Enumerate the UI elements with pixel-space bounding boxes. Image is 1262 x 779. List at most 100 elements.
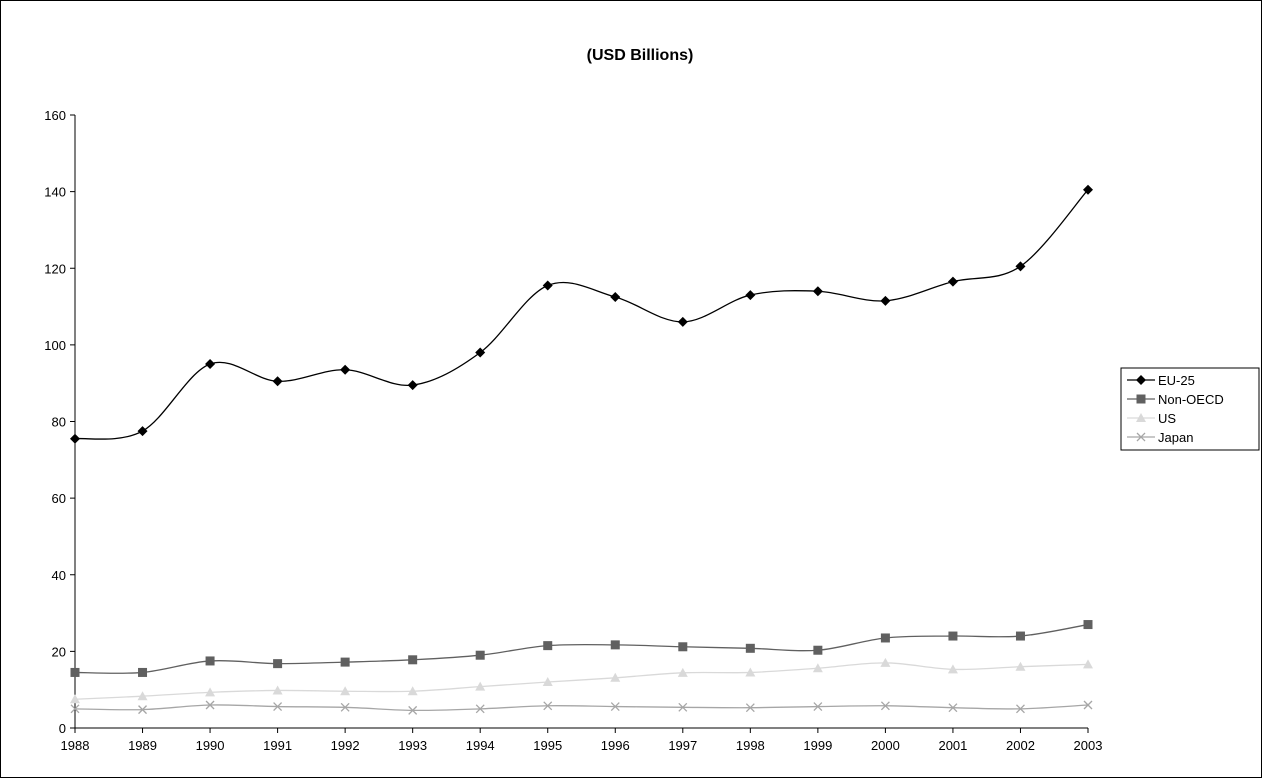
data-point-japan — [948, 703, 958, 713]
series-us — [70, 657, 1093, 704]
data-point-eu-25 — [880, 295, 891, 306]
marker-stroke — [70, 704, 80, 714]
x-tick-label: 2002 — [1006, 738, 1035, 753]
x-tick-label: 1996 — [601, 738, 630, 753]
data-point-japan — [138, 705, 147, 715]
data-point-non-oecd — [138, 667, 148, 677]
marker-stroke — [205, 700, 215, 710]
marker-stroke — [745, 703, 755, 713]
legend-swatch-marker — [1136, 394, 1146, 404]
x-tick-label: 1992 — [331, 738, 360, 753]
legend-label: Japan — [1158, 430, 1193, 445]
x-tick-label: 2003 — [1074, 738, 1103, 753]
marker-stroke — [678, 702, 688, 712]
x-tick-label: 1988 — [61, 738, 90, 753]
series-layer — [70, 184, 1093, 715]
data-point-eu-25 — [610, 291, 621, 302]
x-tick-label: 1991 — [263, 738, 292, 753]
data-point-non-oecd — [408, 655, 418, 665]
marker-stroke — [880, 701, 890, 711]
data-point-us — [542, 677, 553, 687]
x-tick-label: 1998 — [736, 738, 765, 753]
data-point-eu-25 — [542, 280, 553, 291]
x-tick-label: 2001 — [938, 738, 967, 753]
data-point-eu-25 — [205, 359, 216, 370]
legend-label: EU-25 — [1158, 373, 1195, 388]
data-point-japan — [678, 702, 688, 712]
data-point-non-oecd — [948, 631, 958, 641]
x-tick-label: 1995 — [533, 738, 562, 753]
marker-stroke — [138, 705, 147, 715]
data-point-us — [745, 667, 756, 677]
data-point-eu-25 — [475, 347, 486, 358]
legend-item-eu-25: EU-25 — [1127, 373, 1195, 388]
data-point-non-oecd — [205, 656, 215, 666]
data-point-non-oecd — [813, 645, 823, 655]
marker-stroke — [1136, 432, 1146, 442]
data-point-non-oecd — [1083, 620, 1093, 630]
x-tick-label: 1994 — [466, 738, 495, 753]
marker-stroke — [610, 702, 620, 712]
data-point-japan — [880, 701, 890, 711]
legend-item-non-oecd: Non-OECD — [1127, 392, 1224, 407]
data-point-eu-25 — [340, 364, 351, 375]
data-point-non-oecd — [543, 641, 553, 651]
data-point-eu-25 — [407, 380, 418, 391]
marker-stroke — [1016, 704, 1025, 714]
y-tick-label: 20 — [52, 644, 66, 659]
series-line-non-oecd — [74, 623, 1089, 674]
data-point-non-oecd — [475, 650, 485, 660]
data-point-japan — [273, 702, 283, 712]
legend-swatch-marker — [1136, 432, 1146, 442]
data-point-us — [880, 657, 891, 667]
data-point-japan — [205, 700, 215, 710]
data-point-japan — [70, 704, 80, 714]
x-tick-label: 1989 — [128, 738, 157, 753]
legend-item-us: US — [1127, 411, 1176, 426]
y-tick-label: 40 — [52, 568, 66, 583]
data-point-eu-25 — [1015, 261, 1026, 272]
data-point-japan — [408, 705, 418, 715]
data-point-eu-25 — [272, 376, 283, 387]
y-tick-label: 80 — [52, 415, 66, 430]
data-point-us — [677, 667, 688, 677]
data-point-non-oecd — [70, 667, 80, 677]
data-point-us — [137, 691, 148, 701]
x-tick-label: 1993 — [398, 738, 427, 753]
series-line-eu-25 — [74, 189, 1089, 440]
marker-stroke — [273, 702, 283, 712]
axes: 0 20 40 60 80 100 120 140 160 1988 1989 1990 1991 199… — [44, 108, 1102, 753]
y-tick-label: 160 — [44, 108, 66, 123]
x-tick-label: 1999 — [803, 738, 832, 753]
data-point-us — [947, 664, 958, 674]
y-tick-label: 60 — [52, 491, 66, 506]
data-point-eu-25 — [812, 286, 823, 297]
data-point-us — [70, 694, 80, 704]
marker-stroke — [475, 704, 485, 714]
data-point-japan — [1016, 704, 1025, 714]
data-point-eu-25 — [137, 426, 148, 437]
data-point-eu-25 — [745, 290, 756, 301]
marker-stroke — [340, 702, 350, 712]
data-point-non-oecd — [273, 659, 283, 669]
data-point-eu-25 — [947, 276, 958, 287]
legend-item-japan: Japan — [1127, 430, 1193, 445]
legend: EU-25 Non-OECD US Japan — [1120, 367, 1260, 451]
data-point-us — [205, 687, 216, 697]
marker-stroke — [543, 701, 553, 711]
data-point-japan — [610, 702, 620, 712]
data-point-us — [272, 685, 283, 695]
y-tick-label: 140 — [44, 185, 66, 200]
data-point-japan — [543, 701, 553, 711]
data-point-non-oecd — [678, 642, 688, 652]
marker-stroke — [408, 705, 418, 715]
marker-stroke — [948, 703, 958, 713]
legend-swatch-marker — [1136, 375, 1146, 385]
data-point-us — [610, 672, 621, 682]
data-point-non-oecd — [340, 657, 350, 667]
x-tick-label: 1997 — [668, 738, 697, 753]
data-point-japan — [340, 702, 350, 712]
series-japan — [70, 700, 1093, 715]
